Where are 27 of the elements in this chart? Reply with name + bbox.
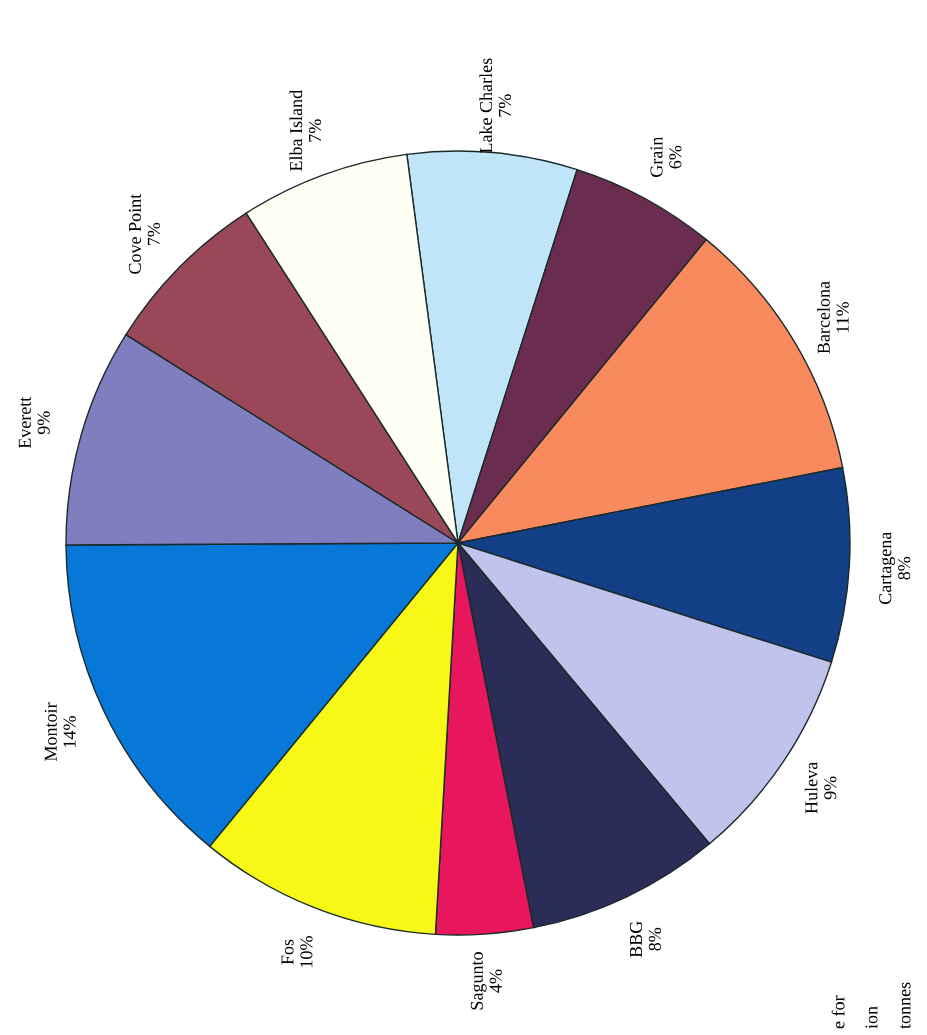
data-label: 4% [489, 969, 502, 993]
data-label: 9% [37, 411, 50, 435]
data-label: 10% [300, 936, 313, 968]
slice-label: Cartagena [879, 531, 896, 605]
slice-label: Huleva [804, 762, 818, 814]
data-label: 14% [63, 716, 76, 747]
data-label: 7% [498, 94, 512, 117]
text: ion [865, 1006, 878, 1029]
slice-label: Elba Island [289, 90, 303, 172]
slice-label: Lake Charles [479, 58, 493, 154]
data-label: 7% [147, 222, 160, 246]
data-label: 11% [836, 301, 849, 333]
data-label: 8% [648, 927, 662, 951]
slice-label: Montoir [44, 702, 57, 762]
data-label: 7% [308, 119, 322, 142]
slice-label: BBG [629, 921, 643, 958]
data-label: 6% [669, 145, 682, 169]
slice-label: Sagunto [470, 952, 487, 1010]
slice-label: Grain [650, 136, 663, 177]
slice-label: Barcelona [817, 281, 830, 354]
text: e for [831, 995, 845, 1029]
slice-label: Everett [18, 396, 31, 449]
text: tonnes [900, 982, 911, 1029]
data-label: 9% [824, 776, 837, 800]
slice-label: Fos [281, 939, 294, 965]
slice-label: Cove Point [128, 193, 142, 274]
data-label: 8% [898, 556, 911, 580]
